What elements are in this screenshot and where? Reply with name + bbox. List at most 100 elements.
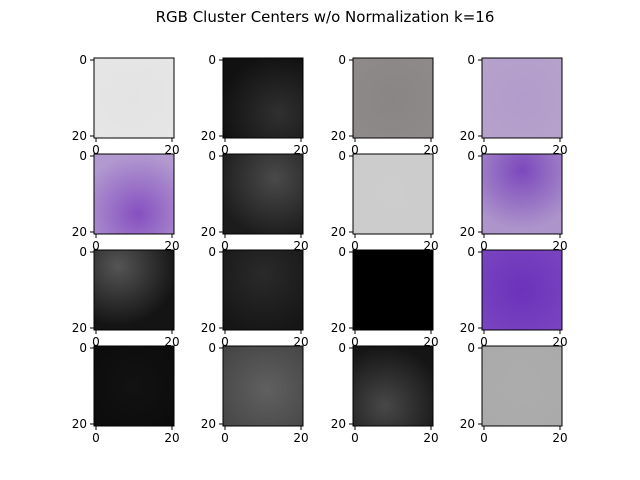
y-tick-label: 20 xyxy=(460,225,475,239)
axes-frame xyxy=(222,249,304,331)
axes-frame xyxy=(481,345,563,427)
cluster-image-9 xyxy=(94,250,174,330)
axes-frame xyxy=(352,57,434,139)
axes-frame xyxy=(352,249,434,331)
x-tick-label: 0 xyxy=(351,143,359,157)
y-tick-label: 20 xyxy=(331,129,346,143)
cluster-image-7 xyxy=(353,154,433,234)
y-tick-label: 0 xyxy=(467,245,475,259)
y-tick-label: 0 xyxy=(208,149,216,163)
x-tick-label: 0 xyxy=(221,335,229,349)
y-tick-label: 0 xyxy=(467,53,475,67)
x-tick-label: 20 xyxy=(552,431,567,445)
cluster-image-1 xyxy=(94,58,174,138)
axes-frame xyxy=(222,153,304,235)
y-tick-label: 0 xyxy=(467,341,475,355)
cluster-image-5 xyxy=(94,154,174,234)
x-tick-label: 0 xyxy=(92,239,100,253)
y-tick-label: 20 xyxy=(72,225,87,239)
y-tick-label: 0 xyxy=(208,341,216,355)
axes-frame xyxy=(481,153,563,235)
cluster-image-6 xyxy=(223,154,303,234)
cluster-image-10 xyxy=(223,250,303,330)
x-tick-label: 0 xyxy=(351,335,359,349)
cluster-image-16 xyxy=(482,346,562,426)
x-tick-label: 0 xyxy=(480,431,488,445)
y-tick-label: 20 xyxy=(72,417,87,431)
y-tick-label: 0 xyxy=(79,341,87,355)
y-tick-label: 0 xyxy=(208,245,216,259)
cluster-image-14 xyxy=(223,346,303,426)
x-tick-label: 0 xyxy=(221,431,229,445)
y-tick-label: 20 xyxy=(201,225,216,239)
axes-frame xyxy=(93,249,175,331)
x-tick-label: 0 xyxy=(92,335,100,349)
x-tick-label: 0 xyxy=(480,143,488,157)
cluster-image-4 xyxy=(482,58,562,138)
y-tick-label: 0 xyxy=(467,149,475,163)
x-tick-label: 20 xyxy=(293,431,308,445)
cluster-image-15 xyxy=(353,346,433,426)
x-tick-label: 0 xyxy=(92,431,100,445)
x-tick-label: 0 xyxy=(351,239,359,253)
axes-frame xyxy=(352,153,434,235)
cluster-panel-15: 0 20 0 20 xyxy=(331,341,439,445)
x-tick-label: 0 xyxy=(351,431,359,445)
cluster-image-12 xyxy=(482,250,562,330)
cluster-panel-13: 0 20 0 20 xyxy=(72,341,180,445)
cluster-image-8 xyxy=(482,154,562,234)
x-tick-label: 20 xyxy=(423,431,438,445)
y-tick-label: 0 xyxy=(79,245,87,259)
cluster-image-3 xyxy=(353,58,433,138)
axes-frame xyxy=(93,57,175,139)
cluster-panel-14: 0 20 0 20 xyxy=(201,341,309,445)
y-tick-label: 20 xyxy=(201,417,216,431)
axes-frame xyxy=(352,345,434,427)
cluster-image-13 xyxy=(94,346,174,426)
y-tick-label: 0 xyxy=(79,149,87,163)
y-tick-label: 0 xyxy=(208,53,216,67)
y-tick-label: 20 xyxy=(331,321,346,335)
y-tick-label: 20 xyxy=(331,225,346,239)
y-tick-label: 20 xyxy=(72,321,87,335)
x-tick-label: 20 xyxy=(164,431,179,445)
axes-frame xyxy=(93,153,175,235)
y-tick-label: 20 xyxy=(460,417,475,431)
y-tick-label: 20 xyxy=(72,129,87,143)
y-tick-label: 20 xyxy=(460,129,475,143)
y-tick-label: 0 xyxy=(338,245,346,259)
x-tick-label: 0 xyxy=(480,239,488,253)
y-tick-label: 20 xyxy=(460,321,475,335)
axes-frame xyxy=(481,57,563,139)
y-tick-label: 0 xyxy=(338,341,346,355)
y-tick-label: 20 xyxy=(331,417,346,431)
axes-frame xyxy=(222,57,304,139)
axes-frame xyxy=(222,345,304,427)
y-tick-label: 0 xyxy=(338,149,346,163)
y-tick-label: 0 xyxy=(338,53,346,67)
cluster-image-2 xyxy=(223,58,303,138)
x-tick-label: 0 xyxy=(221,239,229,253)
figure-title: RGB Cluster Centers w/o Normalization k=… xyxy=(156,8,495,26)
x-tick-label: 0 xyxy=(480,335,488,349)
axes-frame xyxy=(481,249,563,331)
y-tick-label: 20 xyxy=(201,129,216,143)
cluster-image-11 xyxy=(353,250,433,330)
y-tick-label: 0 xyxy=(79,53,87,67)
x-tick-label: 0 xyxy=(92,143,100,157)
y-tick-label: 20 xyxy=(201,321,216,335)
